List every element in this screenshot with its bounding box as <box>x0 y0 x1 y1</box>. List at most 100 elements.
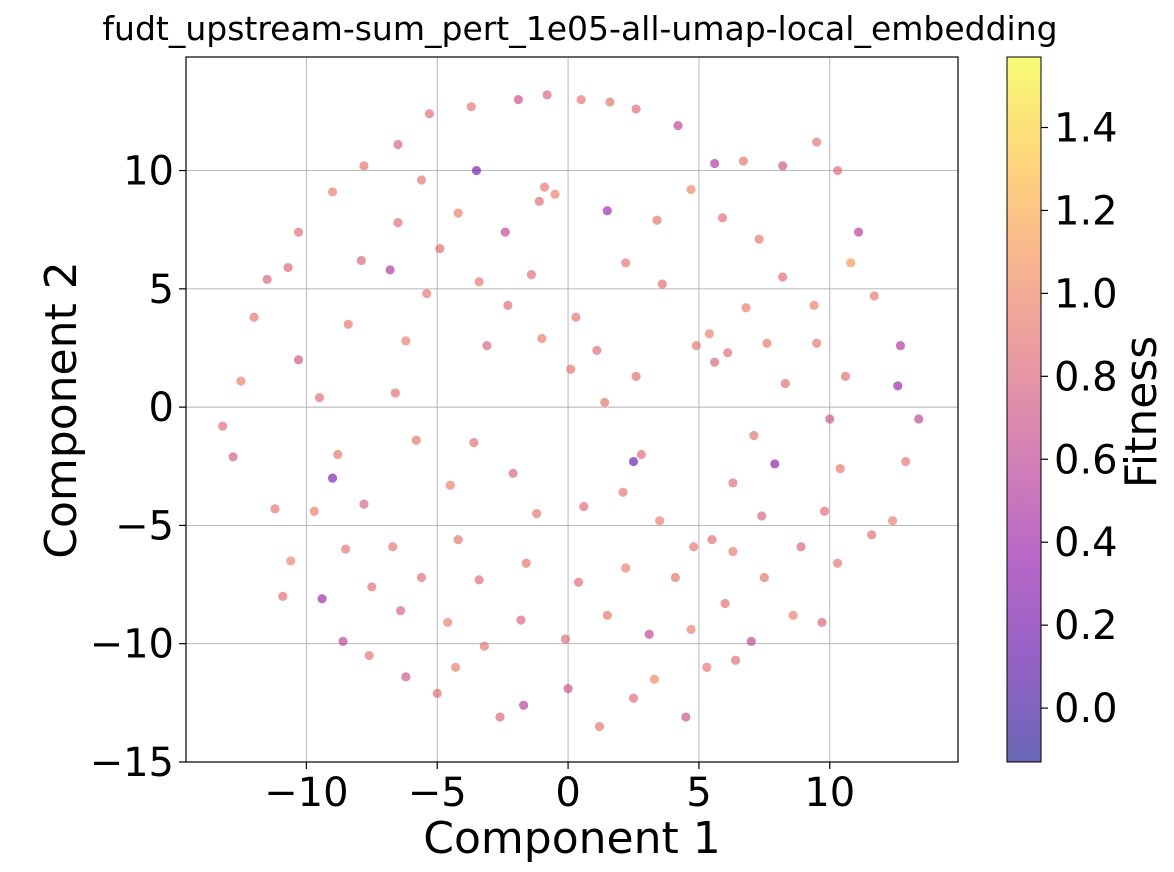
scatter-point <box>314 393 325 403</box>
scatter-point <box>618 487 628 497</box>
scatter-point <box>495 712 505 722</box>
scatter-point <box>754 234 764 244</box>
colorbar-tick-label: 0.6 <box>1054 437 1118 483</box>
y-tick-label: −15 <box>90 740 174 786</box>
scatter-point <box>649 674 660 684</box>
plot-area <box>186 57 958 762</box>
scatter-point <box>550 189 560 199</box>
scatter-point <box>566 364 576 374</box>
scatter-point <box>333 449 343 460</box>
scatter-point <box>270 504 280 514</box>
scatter-points <box>218 90 924 732</box>
scatter-point <box>422 288 432 299</box>
scatter-point <box>560 634 571 644</box>
scatter-point <box>500 227 510 237</box>
scatter-point <box>812 137 822 147</box>
scatter-point <box>602 206 612 216</box>
scatter-point <box>600 397 610 408</box>
x-tick-label: −10 <box>264 770 348 816</box>
scatter-point <box>840 371 851 381</box>
scatter-point <box>534 196 544 206</box>
scatter-point <box>717 213 728 223</box>
scatter-point <box>390 388 400 398</box>
scatter-point <box>359 499 369 509</box>
scatter-point <box>385 265 395 275</box>
colorbar-tick-label: 0.0 <box>1054 686 1118 732</box>
scatter-point <box>469 438 479 448</box>
scatter-point <box>503 300 513 311</box>
scatter-point <box>513 94 523 105</box>
scatter-point <box>655 516 665 526</box>
scatter-point <box>628 693 639 703</box>
scatter-point <box>723 348 733 358</box>
scatter-point <box>686 184 696 195</box>
scatter-point <box>762 338 772 348</box>
scatter-point <box>450 662 461 672</box>
scatter-point <box>474 575 484 585</box>
scatter-point <box>573 577 584 587</box>
y-tick-label: 10 <box>123 149 174 195</box>
scatter-point <box>689 542 699 552</box>
scatter-point <box>416 572 427 583</box>
scatter-point <box>359 161 369 171</box>
scatter-point <box>817 617 827 628</box>
scatter-point <box>416 175 427 185</box>
scatter-point <box>788 610 798 620</box>
scatter-point <box>401 672 411 682</box>
scatter-point <box>691 341 701 351</box>
scatter-point <box>887 516 898 526</box>
scatter-point <box>833 165 843 176</box>
scatter-point <box>338 636 348 646</box>
scatter-point <box>853 227 864 237</box>
scatter-point <box>262 274 272 284</box>
scatter-point <box>317 594 327 604</box>
scatter-point <box>652 215 662 225</box>
x-tick-label: −5 <box>408 770 467 816</box>
scatter-point <box>563 684 573 694</box>
scatter-point <box>621 563 631 573</box>
scatter-point <box>738 156 749 166</box>
scatter-point <box>796 542 806 552</box>
scatter-point <box>631 371 641 381</box>
scatter-point <box>644 629 654 639</box>
colorbar-label: Fitness <box>1116 336 1167 488</box>
scatter-point <box>759 572 769 583</box>
scatter-point <box>293 355 304 365</box>
scatter-point <box>812 338 822 348</box>
scatter-point <box>395 605 406 616</box>
scatter-point <box>278 591 288 601</box>
scatter-point <box>521 558 531 568</box>
x-tick-label: 10 <box>804 770 855 816</box>
scatter-point <box>479 641 489 651</box>
scatter-point <box>770 459 780 469</box>
scatter-point <box>474 277 484 287</box>
scatter-point <box>249 312 259 322</box>
x-axis-ticks: −10 −5 0 5 10 <box>264 762 855 816</box>
scatter-point <box>778 161 788 171</box>
scatter-point <box>704 329 714 339</box>
colorbar-tick-label: 0.4 <box>1054 520 1118 566</box>
scatter-point <box>819 506 830 516</box>
scatter-point <box>901 456 911 467</box>
scatter-point <box>393 218 403 228</box>
scatter-point <box>327 187 338 197</box>
scatter-point <box>341 544 351 554</box>
scatter-point <box>707 535 717 545</box>
x-axis-label: Component 1 <box>423 813 720 864</box>
scatter-point <box>728 546 738 557</box>
y-tick-label: −5 <box>115 503 174 549</box>
colorbar-tick-label: 0.8 <box>1054 354 1118 400</box>
scatter-point <box>432 688 442 698</box>
scatter-point <box>809 300 819 311</box>
scatter-point <box>631 104 641 114</box>
scatter-point <box>825 414 835 424</box>
scatter-point <box>757 511 767 521</box>
scatter-point <box>628 456 639 467</box>
scatter-point <box>367 582 377 592</box>
scatter-point <box>482 341 492 351</box>
scatter-point <box>532 508 542 519</box>
scatter-point <box>411 435 421 445</box>
colorbar-tick-label: 1.0 <box>1054 271 1118 317</box>
scatter-point <box>401 336 411 346</box>
scatter-point <box>542 90 552 100</box>
